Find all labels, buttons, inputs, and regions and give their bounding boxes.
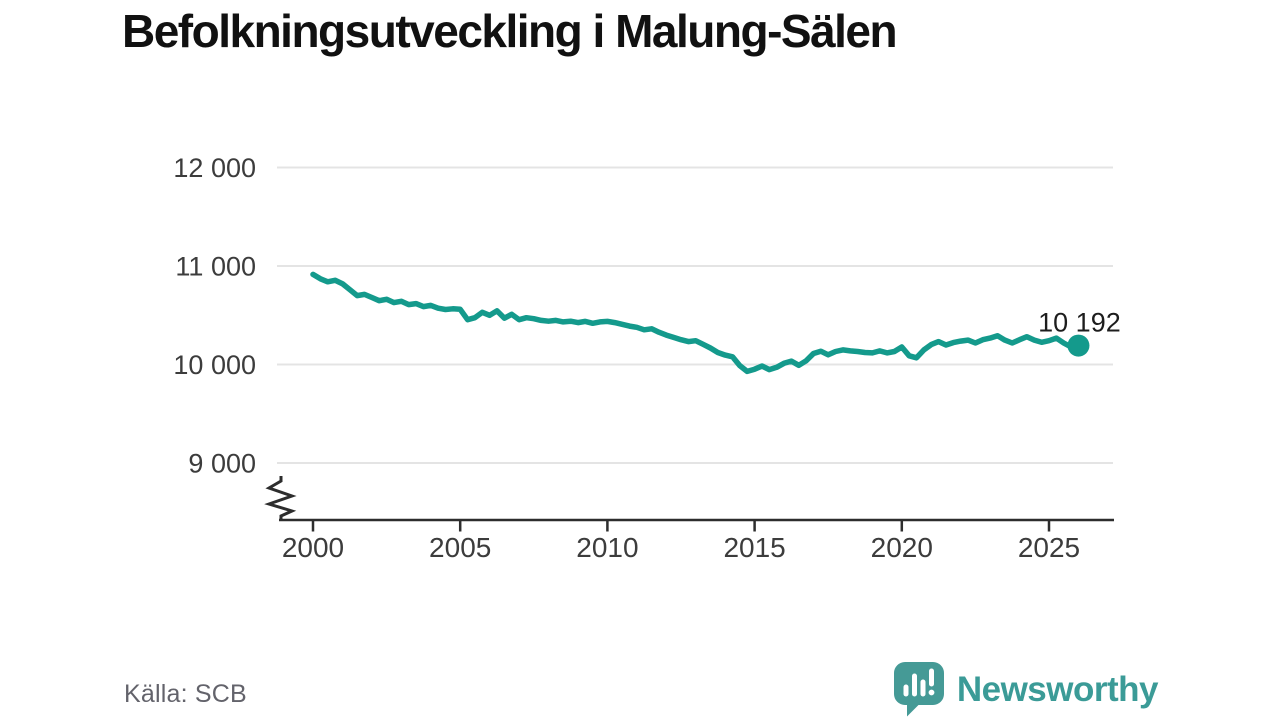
y-tick-label: 9 000 (188, 449, 256, 479)
x-tick-label: 2025 (1018, 532, 1080, 563)
x-tick-label: 2015 (723, 532, 785, 563)
y-tick-label: 12 000 (173, 153, 256, 183)
newsworthy-logo: Newsworthy (893, 661, 1159, 720)
y-tick-label: 11 000 (175, 252, 256, 282)
population-line (310, 271, 1082, 375)
x-tick-label: 2005 (429, 532, 491, 563)
x-tick-label: 2010 (576, 532, 638, 563)
page-title: Befolkningsutveckling i Malung-Sälen (122, 5, 898, 57)
newsworthy-bubble-chart-icon (893, 661, 945, 720)
x-tick-label: 2020 (871, 532, 933, 563)
y-tick-label: 10 000 (173, 350, 256, 380)
latest-point-dot (1067, 334, 1090, 357)
x-tick-label: 2000 (282, 532, 344, 563)
latest-value-label: 10 192 (1038, 308, 1121, 338)
y-axis-break-icon (264, 476, 297, 519)
newsworthy-wordmark: Newsworthy (956, 669, 1159, 709)
source-note: Källa: SCB (124, 680, 247, 708)
population-chart: 12 000 11 000 10 000 9 000 2000 2005 2010 2015 2… (173, 153, 1121, 563)
